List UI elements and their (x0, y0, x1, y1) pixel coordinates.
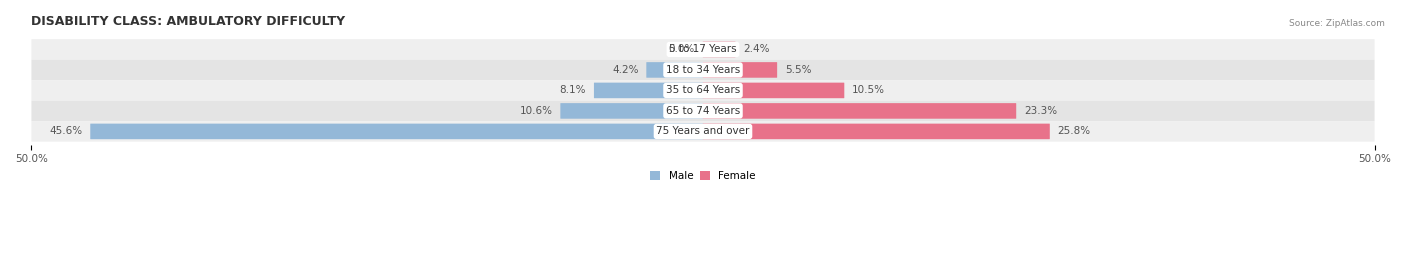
Text: 18 to 34 Years: 18 to 34 Years (666, 65, 740, 75)
Text: 45.6%: 45.6% (49, 126, 83, 136)
Text: 8.1%: 8.1% (560, 85, 586, 95)
Text: 5.5%: 5.5% (785, 65, 811, 75)
Legend: Male, Female: Male, Female (645, 167, 761, 185)
FancyBboxPatch shape (31, 60, 1375, 80)
Text: 4.2%: 4.2% (612, 65, 638, 75)
FancyBboxPatch shape (561, 103, 703, 119)
Text: 10.5%: 10.5% (852, 85, 886, 95)
Text: 0.0%: 0.0% (669, 44, 695, 54)
Text: Source: ZipAtlas.com: Source: ZipAtlas.com (1289, 19, 1385, 28)
FancyBboxPatch shape (31, 101, 1375, 121)
Text: DISABILITY CLASS: AMBULATORY DIFFICULTY: DISABILITY CLASS: AMBULATORY DIFFICULTY (31, 15, 346, 28)
Text: 25.8%: 25.8% (1057, 126, 1091, 136)
FancyBboxPatch shape (703, 42, 735, 57)
Text: 75 Years and over: 75 Years and over (657, 126, 749, 136)
FancyBboxPatch shape (90, 124, 703, 139)
FancyBboxPatch shape (703, 103, 1017, 119)
FancyBboxPatch shape (647, 62, 703, 78)
FancyBboxPatch shape (703, 83, 844, 98)
Text: 35 to 64 Years: 35 to 64 Years (666, 85, 740, 95)
FancyBboxPatch shape (31, 121, 1375, 142)
FancyBboxPatch shape (31, 39, 1375, 60)
Text: 10.6%: 10.6% (520, 106, 553, 116)
FancyBboxPatch shape (703, 124, 1050, 139)
FancyBboxPatch shape (703, 62, 778, 78)
Text: 5 to 17 Years: 5 to 17 Years (669, 44, 737, 54)
FancyBboxPatch shape (31, 80, 1375, 101)
FancyBboxPatch shape (593, 83, 703, 98)
Text: 23.3%: 23.3% (1024, 106, 1057, 116)
Text: 2.4%: 2.4% (744, 44, 770, 54)
Text: 65 to 74 Years: 65 to 74 Years (666, 106, 740, 116)
